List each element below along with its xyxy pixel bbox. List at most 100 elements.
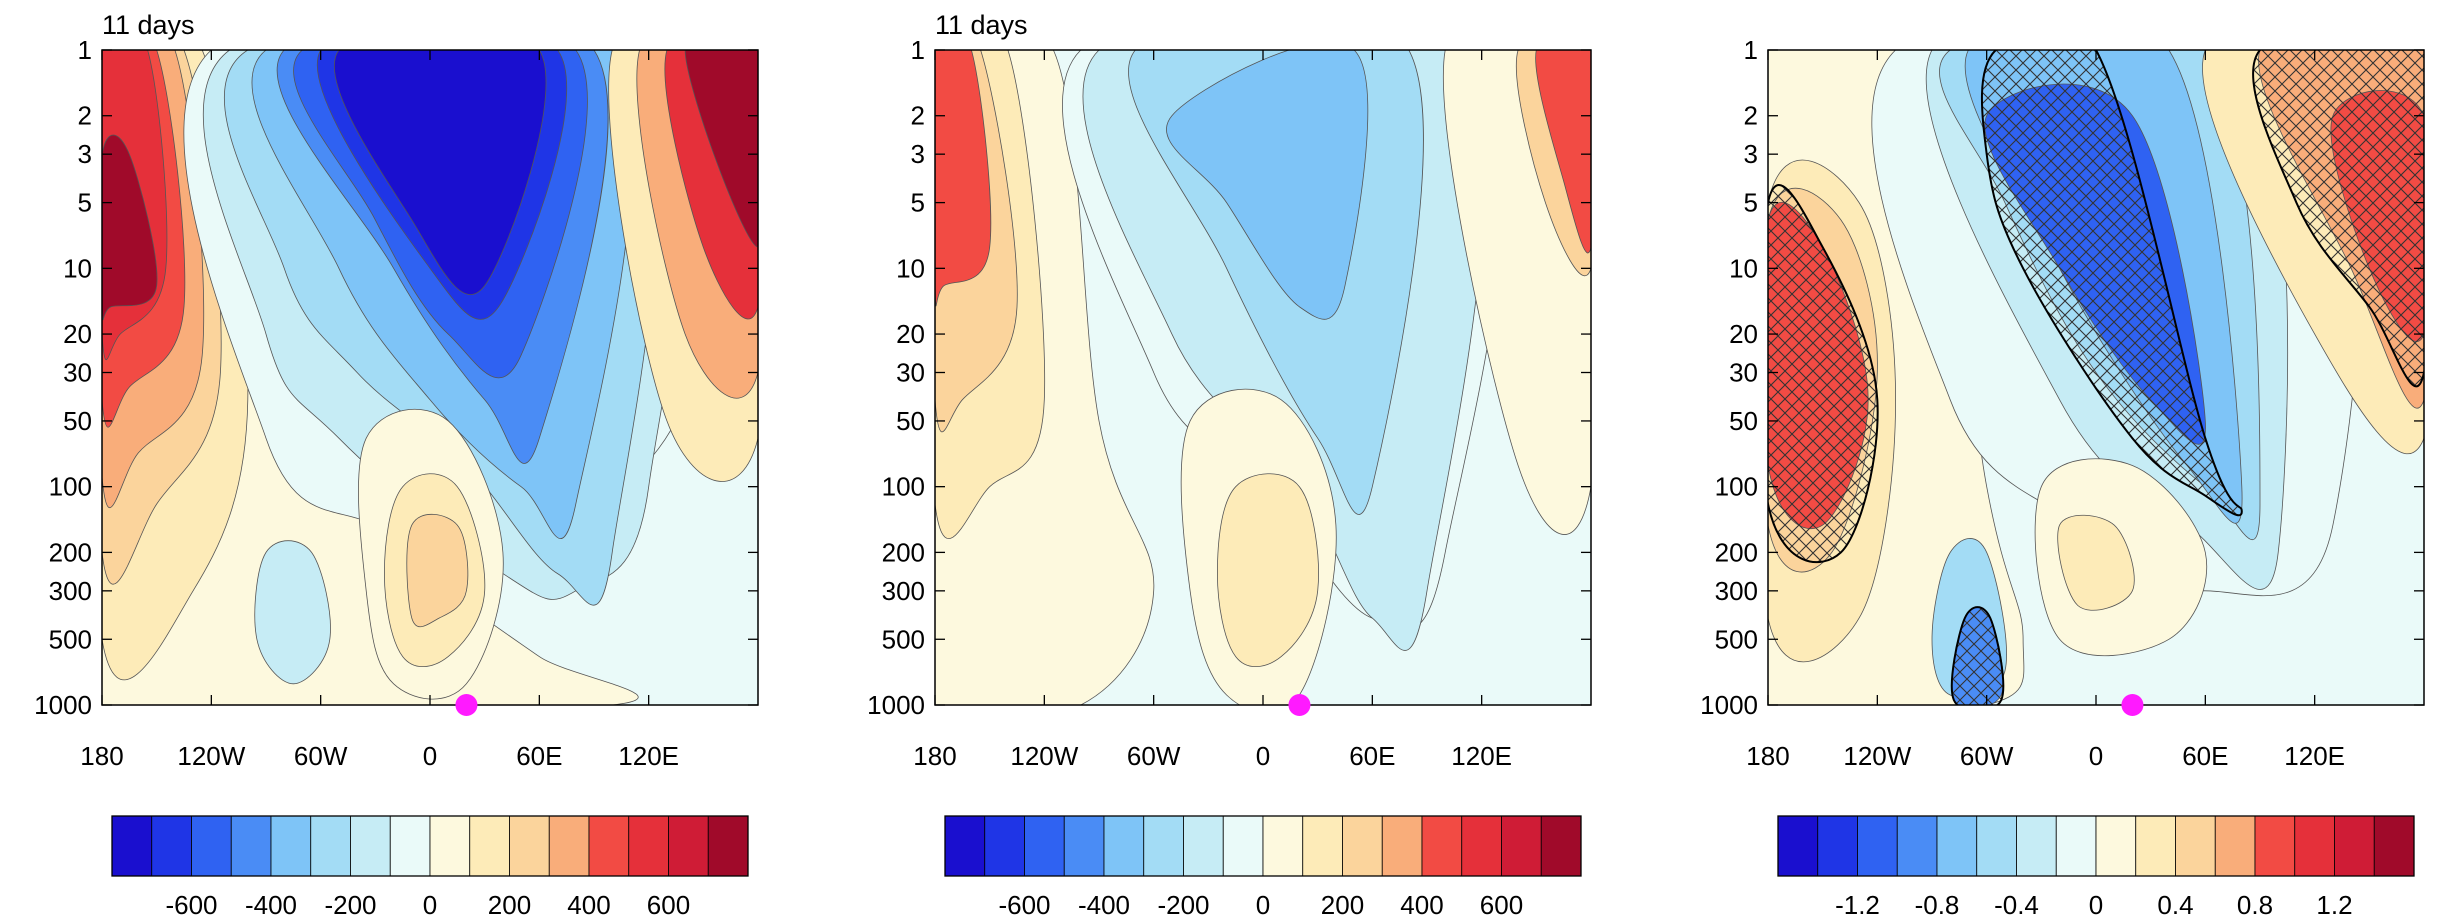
colorbar-swatch xyxy=(1183,815,1224,877)
colorbar-swatch xyxy=(2016,815,2057,877)
colorbar-swatch xyxy=(2294,815,2335,877)
significance-hatch xyxy=(1950,606,2005,705)
x-tick-label: 180 xyxy=(80,741,123,771)
y-tick-label: 3 xyxy=(911,139,925,169)
colorbar-swatch xyxy=(1857,815,1898,877)
colorbar: -1.2 -0.8 -0.4 0 0.4 0.8 1.2 xyxy=(1777,815,2415,917)
contour-region xyxy=(333,50,547,295)
colorbar-swatch xyxy=(2055,815,2097,877)
x-tick-label: 120E xyxy=(2284,741,2345,771)
y-tick-label: 3 xyxy=(78,139,92,169)
colorbar-swatch xyxy=(111,815,153,877)
colorbar-swatch xyxy=(707,815,749,877)
contour-region xyxy=(684,50,758,248)
colorbar-swatch xyxy=(1936,815,1978,877)
colorbar-swatch xyxy=(1262,815,1304,877)
y-tick-label: 50 xyxy=(1729,406,1758,436)
y-tick-label: 5 xyxy=(1744,188,1758,218)
colorbar-label: 600 xyxy=(647,890,690,917)
y-tick-label: 30 xyxy=(1729,358,1758,388)
colorbar-swatch xyxy=(1063,815,1105,877)
panel-3: 180 120W 60W 0 60E 120E 1 2 3 5 10 20 30 50 100 200 300 5… xyxy=(1700,35,2425,917)
x-tick-label: 60W xyxy=(1960,741,2014,771)
x-tick-label: 0 xyxy=(2089,741,2103,771)
contour-region xyxy=(102,134,158,321)
colorbar-label: 600 xyxy=(1480,890,1523,917)
y-tick-label: 20 xyxy=(63,319,92,349)
colorbar-swatch xyxy=(230,815,272,877)
colorbar-label: -0.8 xyxy=(1915,890,1960,917)
x-tick-label: 60E xyxy=(2182,741,2228,771)
colorbar-swatch xyxy=(469,815,510,877)
location-marker xyxy=(455,694,478,716)
colorbar-swatch xyxy=(191,815,232,877)
colorbar-swatch xyxy=(2334,815,2375,877)
contour-region xyxy=(1535,50,1591,254)
location-marker xyxy=(2121,694,2144,716)
colorbar-label: -200 xyxy=(1157,890,1209,917)
colorbar-swatch xyxy=(1540,815,1582,877)
colorbar-swatch xyxy=(1461,815,1502,877)
y-tick-label: 1000 xyxy=(867,690,925,720)
x-tick-label: 60W xyxy=(1127,741,1181,771)
colorbar-label: 0.4 xyxy=(2157,890,2193,917)
colorbar: -600 -400 -200 0 200 400 600 xyxy=(111,815,749,917)
y-tick-label: 1 xyxy=(78,35,92,65)
y-tick-label: 50 xyxy=(63,406,92,436)
colorbar-swatch xyxy=(350,815,391,877)
colorbar-swatch xyxy=(1024,815,1065,877)
colorbar-frame xyxy=(1777,815,2415,877)
colorbar-label: -600 xyxy=(998,890,1050,917)
y-tick-label: 2 xyxy=(911,101,925,131)
contour-region xyxy=(1216,473,1319,668)
y-tick-label: 10 xyxy=(63,253,92,283)
x-tick-label: 120E xyxy=(1451,741,1512,771)
y-tick-label: 100 xyxy=(1715,472,1758,502)
colorbar-swatch xyxy=(1501,815,1542,877)
y-tick-label: 300 xyxy=(882,576,925,606)
colorbar-label: 200 xyxy=(1321,890,1364,917)
y-tick-label: 100 xyxy=(882,472,925,502)
significance-hatch xyxy=(2252,50,2424,388)
y-tick-label: 30 xyxy=(63,358,92,388)
colorbar-swatch xyxy=(1103,815,1145,877)
location-marker xyxy=(1288,694,1311,716)
y-tick-label: 20 xyxy=(896,319,925,349)
x-tick-label: 0 xyxy=(1256,741,1270,771)
colorbar-swatch xyxy=(310,815,351,877)
y-tick-label: 300 xyxy=(49,576,92,606)
colorbar-label: -600 xyxy=(165,890,217,917)
colorbar-label: -0.4 xyxy=(1994,890,2039,917)
colorbar-label: -1.2 xyxy=(1835,890,1880,917)
colorbar-swatch xyxy=(2214,815,2256,877)
colorbar-swatch xyxy=(1777,815,1819,877)
y-tick-label: 300 xyxy=(1715,576,1758,606)
x-tick-label: 120W xyxy=(177,741,245,771)
y-tick-label: 50 xyxy=(896,406,925,436)
contour-region xyxy=(2057,514,2135,611)
colorbar-label: 1.2 xyxy=(2316,890,2352,917)
x-tick-label: 0 xyxy=(423,741,437,771)
contour-fills xyxy=(1768,50,2424,705)
colorbar-swatch xyxy=(588,815,630,877)
y-tick-label: 2 xyxy=(78,101,92,131)
colorbar-swatch xyxy=(389,815,431,877)
x-tick-label: 60E xyxy=(1349,741,1395,771)
contour-fills xyxy=(102,50,758,705)
colorbar-swatch xyxy=(1222,815,1264,877)
y-tick-label: 5 xyxy=(78,188,92,218)
colorbar-swatch xyxy=(1817,815,1858,877)
colorbar-swatch xyxy=(1302,815,1343,877)
colorbar-swatch xyxy=(2095,815,2137,877)
colorbar-swatch xyxy=(270,815,312,877)
x-tick-label: 60W xyxy=(294,741,348,771)
colorbar-swatch xyxy=(1421,815,1463,877)
y-tick-label: 1000 xyxy=(1700,690,1758,720)
y-tick-label: 1 xyxy=(911,35,925,65)
x-tick-label: 60E xyxy=(516,741,562,771)
colorbar-swatch xyxy=(628,815,669,877)
y-tick-label: 500 xyxy=(1715,624,1758,654)
colorbar-swatch xyxy=(668,815,709,877)
colorbar-label: 0 xyxy=(1256,890,1270,917)
contour-region xyxy=(1165,50,1369,320)
